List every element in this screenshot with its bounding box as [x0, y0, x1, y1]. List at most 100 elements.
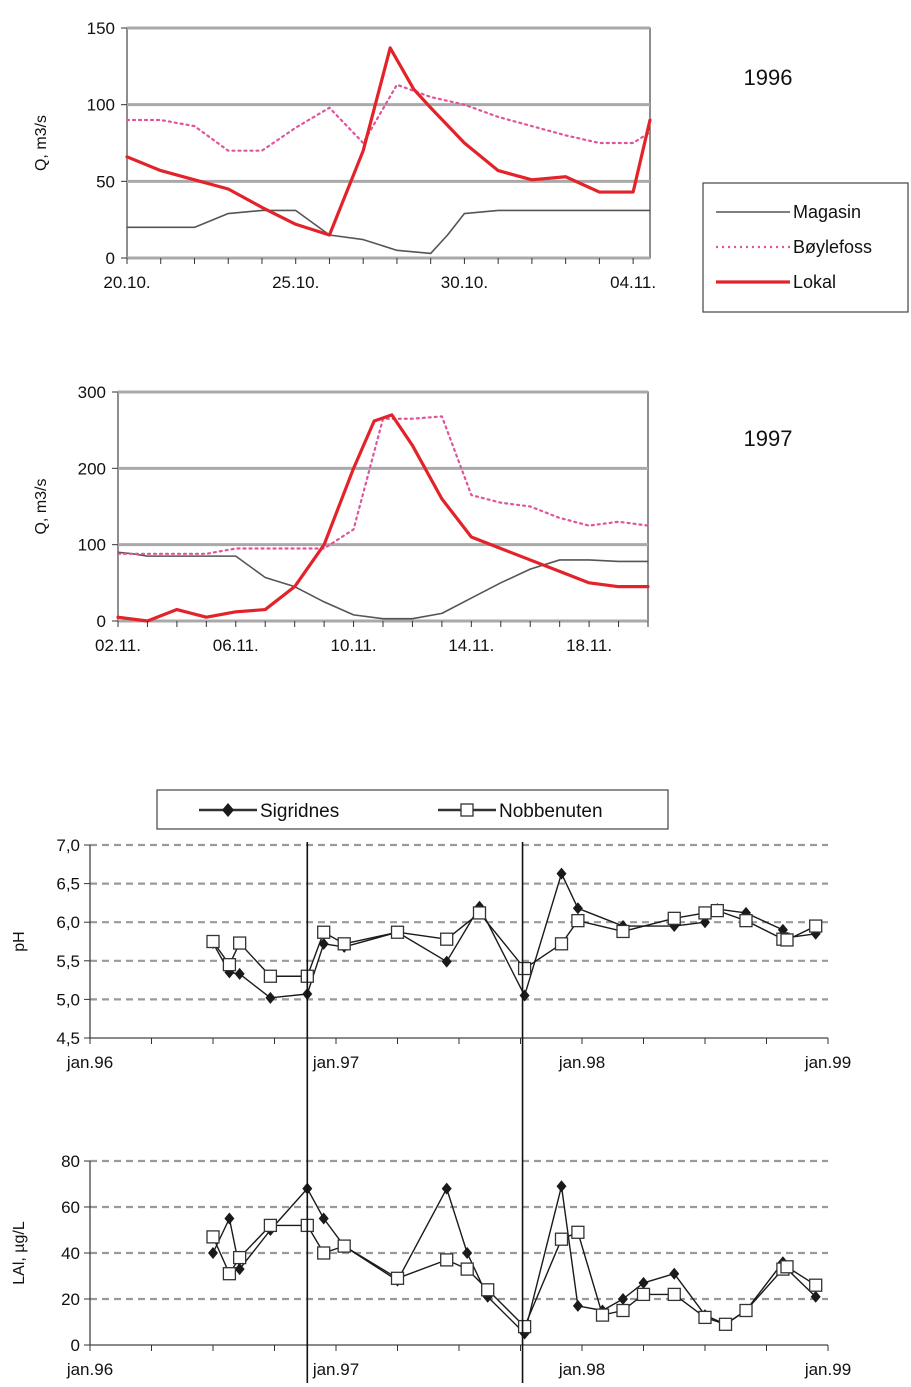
marker-nobbenuten	[206, 1230, 220, 1244]
x-tick-label-3: jan.99	[804, 1360, 851, 1379]
marker-sigridnes	[234, 1263, 245, 1276]
marker-nobbenuten	[232, 936, 247, 950]
marker-nobbenuten	[390, 1271, 405, 1285]
marker-sigridnes	[208, 1247, 218, 1259]
chart-1997-title: 1997	[744, 426, 793, 451]
y-tick-label-4: 80	[61, 1152, 80, 1171]
y-tick-label-2: 200	[78, 459, 106, 478]
marker-nobbenuten	[390, 925, 405, 939]
marker-nobbenuten	[317, 1246, 331, 1260]
series-line-lokal	[125, 46, 652, 237]
chart-ph-legend: Sigridnes Nobbenuten	[156, 789, 669, 830]
marker-sigridnes	[318, 1212, 329, 1225]
marker-sigridnes	[572, 1299, 583, 1312]
x-tick-label-2: jan.98	[558, 1360, 605, 1379]
y-tick-label-1: 100	[78, 536, 106, 555]
y-tick-label-2: 5,5	[56, 952, 80, 971]
marker-nobbenuten	[222, 1267, 237, 1281]
marker-nobbenuten	[667, 1287, 681, 1302]
series-line-nobbenuten	[212, 909, 817, 977]
marker-nobbenuten	[616, 1303, 630, 1318]
marker-sigridnes	[638, 1276, 649, 1289]
marker-nobbenuten	[710, 903, 724, 918]
x-tick-label-2: 10.11.	[331, 636, 377, 655]
chart-1996: 0 50 100 150 20.10. 25.10. 30.10. 04.11. Q, m3…	[33, 19, 909, 313]
y-tick-label-4: 6,5	[56, 875, 80, 894]
legend-label-magasin: Magasin	[793, 202, 861, 222]
chart-1997-y-axis-label: Q, m3/s	[33, 478, 50, 534]
marker-nobbenuten	[206, 934, 220, 949]
marker-nobbenuten	[517, 961, 532, 976]
x-tick-label-1: jan.97	[312, 1053, 359, 1072]
y-tick-label-2: 100	[87, 96, 115, 115]
legend-marker-nobbenuten	[460, 803, 474, 817]
marker-sigridnes	[669, 1267, 680, 1280]
marker-sigridnes	[572, 902, 583, 915]
chart-1996-legend: Magasin Bøylefoss Lokal	[702, 182, 909, 313]
marker-nobbenuten	[440, 1253, 454, 1267]
marker-nobbenuten	[616, 924, 630, 939]
marker-nobbenuten	[780, 933, 794, 947]
marker-nobbenuten	[337, 1239, 351, 1253]
legend-label-sigridnes: Sigridnes	[260, 801, 339, 822]
y-tick-label-3: 6,0	[56, 913, 80, 932]
marker-nobbenuten	[481, 1283, 495, 1297]
marker-nobbenuten	[809, 919, 823, 933]
series-line-bøylefoss	[125, 83, 652, 152]
marker-nobbenuten	[263, 969, 278, 983]
y-tick-label-1: 50	[96, 172, 115, 191]
chart-1996-title: 1996	[744, 65, 793, 90]
marker-nobbenuten	[718, 1317, 733, 1331]
series-line-sigridnes	[212, 1185, 817, 1335]
x-tick-label-1: 06.11.	[213, 636, 259, 655]
marker-sigridnes	[618, 1293, 628, 1305]
series-line-magasin	[117, 551, 649, 620]
x-tick-label-2: 30.10.	[441, 273, 488, 292]
y-tick-label-3: 300	[78, 383, 106, 402]
x-tick-label-3: 14.11.	[448, 636, 494, 655]
x-tick-label-0: jan.96	[66, 1053, 113, 1072]
marker-sigridnes	[318, 937, 329, 950]
marker-nobbenuten	[317, 925, 331, 939]
marker-sigridnes	[234, 967, 245, 980]
x-tick-label-0: jan.96	[66, 1360, 113, 1379]
marker-sigridnes	[810, 1290, 821, 1303]
y-tick-label-5: 7,0	[56, 836, 80, 855]
marker-nobbenuten	[554, 1232, 569, 1246]
chart-ph: Sigridnes Nobbenuten 4,5 5,0 5,5 6,0 6,5 7,0 j…	[11, 789, 851, 1072]
marker-nobbenuten	[595, 1308, 610, 1322]
legend-label-nobbenuten: Nobbenuten	[499, 801, 603, 822]
marker-nobbenuten	[809, 1278, 823, 1292]
marker-nobbenuten	[739, 1303, 753, 1318]
marker-sigridnes	[556, 1180, 567, 1193]
x-tick-label-3: 04.11.	[610, 273, 656, 292]
marker-nobbenuten	[440, 932, 454, 946]
chart-lal-y-axis-label: LAl, µg/L	[11, 1221, 28, 1285]
x-tick-label-3: jan.99	[804, 1053, 851, 1072]
x-tick-label-0: 02.11.	[95, 636, 141, 655]
y-tick-label-3: 150	[87, 19, 115, 38]
y-tick-label-0: 0	[106, 249, 115, 268]
marker-nobbenuten	[517, 1319, 532, 1334]
marker-sigridnes	[556, 867, 567, 880]
marker-nobbenuten	[739, 914, 753, 928]
marker-sigridnes	[441, 955, 452, 968]
x-tick-label-1: 25.10.	[272, 273, 319, 292]
chart-1997-plot-frame	[117, 391, 649, 622]
event-lines	[306, 842, 524, 1383]
y-tick-label-3: 60	[61, 1198, 80, 1217]
x-tick-label-4: 18.11.	[566, 636, 612, 655]
legend-label-lokal: Lokal	[793, 272, 836, 292]
x-tick-label-2: jan.98	[558, 1053, 605, 1072]
x-tick-label-0: 20.10.	[103, 273, 150, 292]
series-line-bøylefoss	[116, 415, 650, 555]
marker-nobbenuten	[571, 1225, 585, 1239]
marker-nobbenuten	[337, 937, 351, 951]
marker-sigridnes	[265, 991, 276, 1004]
legend-label-bøylefoss: Bøylefoss	[793, 237, 872, 257]
marker-nobbenuten	[667, 911, 681, 925]
chart-1996-y-axis-label: Q, m3/s	[33, 115, 50, 171]
marker-sigridnes	[224, 1212, 235, 1225]
y-tick-label-0: 4,5	[56, 1029, 80, 1048]
